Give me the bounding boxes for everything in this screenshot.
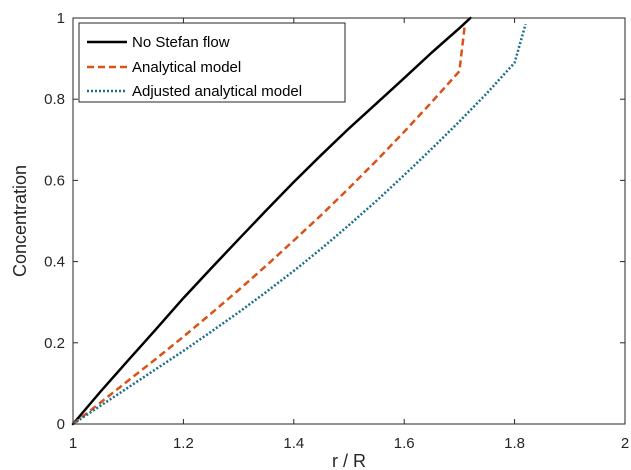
x-tick-label: 1.8 xyxy=(504,435,525,452)
x-tick-label: 1.6 xyxy=(394,435,415,452)
ticks-layer: 1 1.2 1.4 1.6 1.8 2 0 0.2 0.4 0.6 0.8 1 xyxy=(44,10,629,452)
y-tick-label: 0 xyxy=(57,416,65,433)
legend-box xyxy=(78,22,346,103)
y-tick-label: 0.8 xyxy=(44,91,65,108)
x-tick-label: 1.4 xyxy=(283,435,304,452)
y-tick-label: 0.6 xyxy=(44,172,65,189)
x-axis-title: r / R xyxy=(332,451,366,470)
y-tick-label: 1 xyxy=(57,10,65,27)
series-layer xyxy=(71,16,527,426)
series-line-analytical-model xyxy=(72,23,467,425)
legend-label-adjusted-analytical-model: Adjusted analytical model xyxy=(132,83,302,100)
y-axis-title: Concentration xyxy=(10,165,30,277)
x-tick-label: 1.2 xyxy=(173,435,194,452)
series-line-no-stefan-flow xyxy=(71,16,472,426)
x-tick-label: 2 xyxy=(621,435,629,452)
y-tick-label: 0.2 xyxy=(44,335,65,352)
legend-label-analytical-model: Analytical model xyxy=(132,59,241,76)
plot-frame xyxy=(72,17,626,425)
legend: No Stefan flow Analytical model Adjusted… xyxy=(78,22,346,103)
x-tick-label: 1 xyxy=(69,435,77,452)
legend-label-no-stefan-flow: No Stefan flow xyxy=(132,34,230,51)
series-line-adjusted-analytical-model xyxy=(72,23,527,426)
y-tick-label: 0.4 xyxy=(44,254,65,271)
